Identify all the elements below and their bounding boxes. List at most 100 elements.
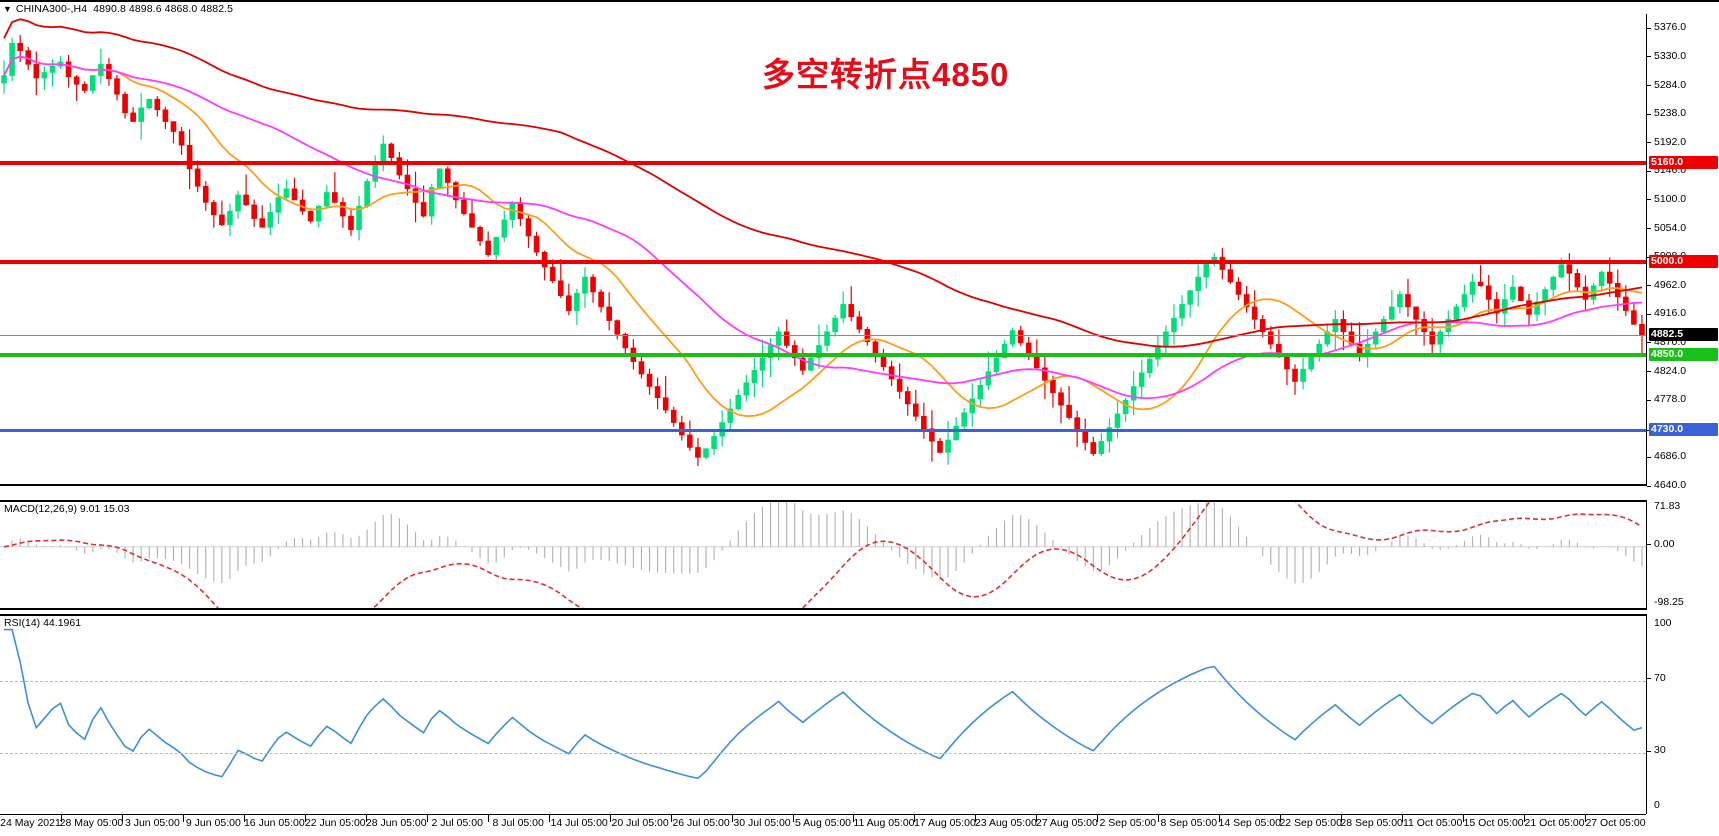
price-axis[interactable]: 5376.0 5330.0 5284.0 5238.0 5192.0 5146.0 5100…: [1646, 14, 1719, 491]
candle-body: [977, 384, 984, 400]
rsi-caption: RSI(14) 44.1961: [4, 617, 82, 629]
candle-body: [1453, 306, 1460, 320]
candle-body: [1574, 273, 1581, 288]
pivot-line-4850: [0, 353, 1646, 358]
time-tick-label: 2 Sep 05:00: [1099, 817, 1157, 829]
candle-body: [404, 174, 411, 190]
time-tick-label: 9 Jun 05:00: [185, 817, 241, 829]
candle-body: [291, 188, 298, 201]
candle-body: [1550, 276, 1557, 290]
candle-body: [711, 435, 717, 449]
candle-body: [1631, 310, 1637, 325]
candle-body: [1171, 317, 1177, 333]
candle-body: [775, 331, 782, 346]
time-tick-label: 27 Oct 05:00: [1585, 817, 1646, 829]
candle-body: [396, 157, 403, 176]
candle-body: [1163, 331, 1169, 346]
candle-body: [1437, 331, 1444, 345]
candle-body: [533, 235, 540, 253]
candle-body: [340, 202, 346, 217]
candle-body: [1203, 263, 1210, 278]
candle-body: [81, 83, 88, 91]
candle-body: [1332, 319, 1339, 333]
candle-body: [251, 204, 257, 219]
candle-body: [549, 266, 556, 282]
candle-body: [1477, 281, 1484, 287]
candle-body: [727, 408, 734, 423]
candle-body: [832, 317, 838, 333]
triangle-down-icon[interactable]: ▼: [3, 3, 12, 14]
candle-body: [687, 434, 693, 448]
chart-header: ▼ CHINA300-,H4 4890.8 4898.6 4868.0 4882…: [0, 0, 1719, 16]
candle-body: [985, 371, 992, 386]
candle-body: [1389, 306, 1395, 320]
rsi-guide-30: [0, 753, 1646, 755]
rsi-guide-70: [0, 680, 1646, 682]
candle-body: [1614, 282, 1621, 298]
candle-body: [1106, 427, 1113, 442]
candle-body: [1179, 304, 1185, 319]
candle-body: [283, 188, 290, 198]
time-tick-label: 8 Sep 05:00: [1160, 817, 1218, 829]
candle-body: [178, 131, 185, 146]
candle-body: [654, 386, 661, 398]
candle-body: [1114, 413, 1121, 428]
time-tick-label: 14 Sep 05:00: [1218, 817, 1281, 829]
candle-body: [485, 240, 491, 255]
time-tick-mark: [1036, 815, 1038, 822]
time-tick-mark: [609, 815, 611, 822]
time-tick-label: 2 Jul 05:00: [431, 817, 483, 829]
candle-body: [332, 192, 338, 203]
time-tick-mark: [121, 815, 123, 822]
candle-body: [1050, 379, 1056, 394]
candle-body: [493, 236, 500, 255]
time-tick-label: 15 Oct 05:00: [1463, 817, 1524, 829]
time-tick-mark: [975, 815, 977, 822]
candle-body: [1598, 271, 1605, 287]
candle-body: [356, 205, 362, 231]
macd-axis: 71.83 0.00 -98.25: [1646, 500, 1719, 610]
candle-body: [904, 391, 911, 405]
candle-body: [800, 357, 806, 371]
time-tick-label: 11 Aug 05:00: [853, 817, 915, 829]
candle-body: [146, 98, 153, 109]
candle-body: [1485, 285, 1492, 300]
time-tick-mark: [60, 815, 62, 822]
price-chart-panel[interactable]: 多空转折点4850: [0, 14, 1646, 486]
rsi-panel[interactable]: RSI(14) 44.1961: [0, 614, 1646, 814]
candle-body: [824, 331, 830, 346]
candle-body: [1, 75, 7, 84]
candle-body: [211, 202, 217, 216]
candle-body: [1566, 264, 1573, 274]
candle-body: [227, 210, 233, 226]
time-tick-label: 16 Jun 05:00: [243, 817, 305, 829]
time-tick-label: 5 Aug 05:00: [794, 817, 852, 829]
rsi-axis: 100 70 30 0: [1646, 614, 1719, 814]
candle-body: [194, 168, 201, 187]
candle-body: [662, 397, 669, 411]
candle-body: [420, 202, 427, 217]
time-axis-pad: [1646, 814, 1719, 836]
candle-body: [1292, 368, 1298, 382]
time-tick-label: 28 Jun 05:00: [365, 817, 427, 829]
candle-body: [622, 333, 629, 349]
candle-body: [574, 292, 580, 311]
candle-body: [275, 197, 282, 213]
candle-body: [856, 316, 863, 330]
time-axis[interactable]: 24 May 2021 28 May 05:00 3 Jun 05:00 9 Jun …: [0, 814, 1646, 836]
candle-body: [1501, 299, 1508, 314]
candle-body: [848, 304, 855, 318]
candle-body: [953, 426, 959, 441]
time-tick-label: 28 Sep 05:00: [1340, 817, 1403, 829]
candle-body: [759, 357, 766, 371]
time-tick-mark: [304, 815, 306, 822]
candle-body: [1251, 306, 1258, 320]
candle-body: [307, 210, 314, 222]
candle-body: [186, 144, 193, 170]
candle-body: [1122, 399, 1129, 415]
candle-body: [1235, 281, 1242, 295]
macd-panel[interactable]: MACD(12,26,9) 9.01 15.03: [0, 500, 1646, 610]
time-tick-mark: [1341, 815, 1343, 822]
candle-body: [678, 422, 685, 436]
ma-line-magenta: [3, 55, 1643, 400]
